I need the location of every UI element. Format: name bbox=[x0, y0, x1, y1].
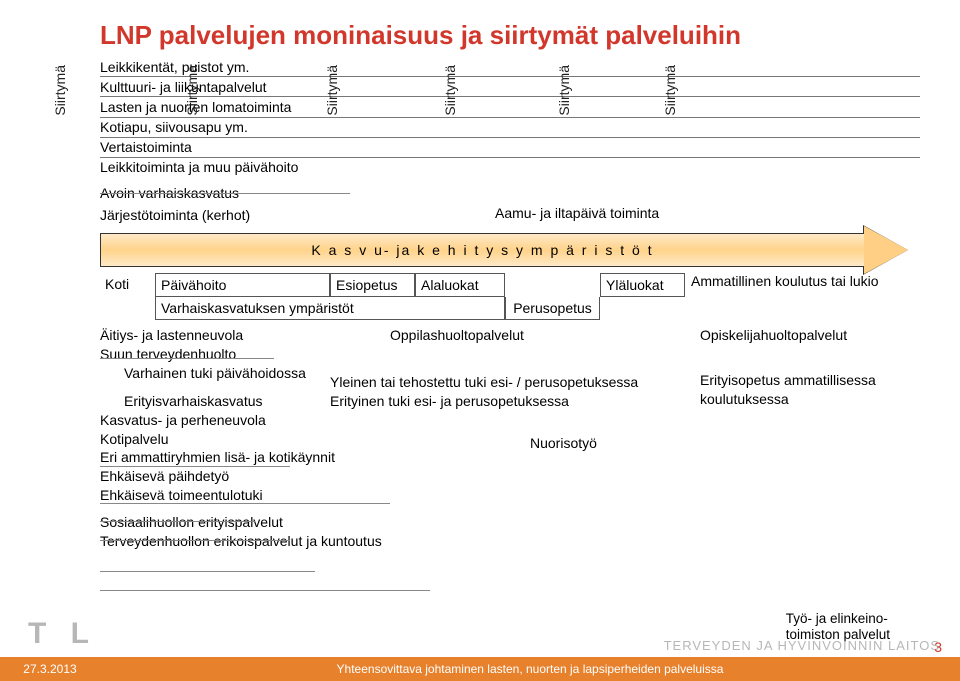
slide: LNP palvelujen moninaisuus ja siirtymät … bbox=[0, 0, 960, 681]
work-line-1: Työ- ja elinkeino- bbox=[786, 611, 888, 626]
list-item: Kotiapu, siivousapu ym. bbox=[100, 118, 920, 138]
alaluokat-cell: Alaluokat bbox=[415, 273, 505, 297]
kasvatus-label: Kasvatus- ja perheneuvola bbox=[100, 411, 920, 430]
arrow-head-icon bbox=[864, 226, 908, 274]
page-title: LNP palvelujen moninaisuus ja siirtymät … bbox=[100, 20, 920, 51]
page-number: 3 bbox=[934, 639, 942, 655]
thl-logo: T L bbox=[28, 617, 97, 651]
nuorisotyo-label: Nuorisotyö bbox=[530, 434, 597, 453]
mid-block: Avoin varhaiskasvatus Aamu- ja iltapäivä… bbox=[100, 185, 920, 223]
yleinen-label: Yleinen tai tehostettu tuki esi- / perus… bbox=[330, 364, 638, 392]
top-service-list: Leikkikentät, puistot ym. Kulttuuri- ja … bbox=[100, 57, 920, 177]
divider-line bbox=[100, 358, 274, 359]
ammatillinen-cell: Ammatillinen koulutus tai lukio bbox=[685, 273, 910, 297]
sosiaali-label: Sosiaalihuollon erityispalvelut bbox=[100, 513, 920, 532]
aamu-label: Aamu- ja iltapäivä toiminta bbox=[495, 205, 659, 221]
erityinen-tuki-label: Erityinen tuki esi- ja perusopetuksessa bbox=[330, 392, 569, 411]
paivahoito-cell: Päivähoito bbox=[155, 273, 330, 297]
divider-line bbox=[100, 193, 350, 194]
perusopetus-cell: Perusopetus bbox=[505, 297, 600, 320]
varhainen-label: Varhainen tuki päivähoidossa bbox=[100, 364, 330, 392]
arrow-text: K a s v u- ja k e h i t y s y m p ä r i … bbox=[100, 233, 865, 267]
education-row-2: Varhaiskasvatuksen ympäristöt Perusopetu… bbox=[100, 297, 920, 320]
siirtyma-label-6: Siirtymä bbox=[662, 65, 678, 116]
education-row-1: Koti Päivähoito Esiopetus Alaluokat Yläl… bbox=[100, 273, 920, 297]
divider-line bbox=[100, 466, 290, 467]
siirtyma-label-3: Siirtymä bbox=[324, 65, 340, 116]
list-item: Kulttuuri- ja liikuntapalvelut bbox=[100, 77, 920, 97]
oppilashuolto-label: Oppilashuoltopalvelut bbox=[390, 326, 700, 345]
terveyden-label: Terveydenhuollon erikoispalvelut ja kunt… bbox=[100, 532, 920, 551]
siirtyma-label-4: Siirtymä bbox=[442, 65, 458, 116]
divider-line bbox=[100, 503, 390, 504]
list-item: Vertaistoiminta bbox=[100, 138, 920, 158]
footer-text: Yhteensovittava johtaminen lasten, nuort… bbox=[100, 662, 960, 676]
laitos-label: TERVEYDEN JA HYVINVOINNIN LAITOS bbox=[664, 638, 940, 653]
divider-line bbox=[100, 571, 315, 572]
siirtyma-label-1: Siirtymä bbox=[52, 65, 68, 116]
services-block: Äitiys- ja lastenneuvola Oppilashuoltopa… bbox=[100, 326, 920, 551]
divider-line bbox=[100, 590, 430, 591]
list-item: Leikkitoiminta ja muu päivähoito bbox=[100, 158, 920, 177]
footer-date: 27.3.2013 bbox=[0, 662, 100, 676]
siirtyma-label-2: Siirtymä bbox=[184, 65, 200, 116]
opiskelija-label: Opiskelijahuoltopalvelut bbox=[700, 326, 847, 345]
varhaiskasvatus-ymp-cell: Varhaiskasvatuksen ympäristöt bbox=[155, 297, 505, 320]
erityisopetus-label: Erityisopetus ammatillisessa koulutukses… bbox=[700, 371, 930, 409]
footer-bar: 27.3.2013 Yhteensovittava johtaminen las… bbox=[0, 657, 960, 681]
siirtyma-label-5: Siirtymä bbox=[556, 65, 572, 116]
ylaluokat-cell: Yläluokat bbox=[600, 273, 685, 297]
growth-arrow: K a s v u- ja k e h i t y s y m p ä r i … bbox=[100, 233, 910, 267]
divider-line bbox=[100, 521, 255, 522]
ehk-paihde-label: Ehkäisevä päihdetyö bbox=[100, 467, 920, 486]
list-item: Lasten ja nuorten lomatoiminta bbox=[100, 97, 920, 117]
esiopetus-cell: Esiopetus bbox=[330, 273, 415, 297]
erityisvk-label: Erityisvarhaiskasvatus bbox=[100, 392, 330, 411]
aitiys-label: Äitiys- ja lastenneuvola bbox=[100, 326, 390, 345]
suun-label: Suun terveydenhuolto bbox=[100, 345, 920, 364]
eri-ammatti-label: Eri ammattiryhmien lisä- ja kotikäynnit bbox=[100, 448, 920, 467]
koti-cell: Koti bbox=[100, 273, 155, 297]
list-item: Leikkikentät, puistot ym. bbox=[100, 57, 920, 77]
kotipalvelu-label: Kotipalvelu bbox=[100, 430, 920, 449]
divider-line bbox=[100, 540, 290, 541]
